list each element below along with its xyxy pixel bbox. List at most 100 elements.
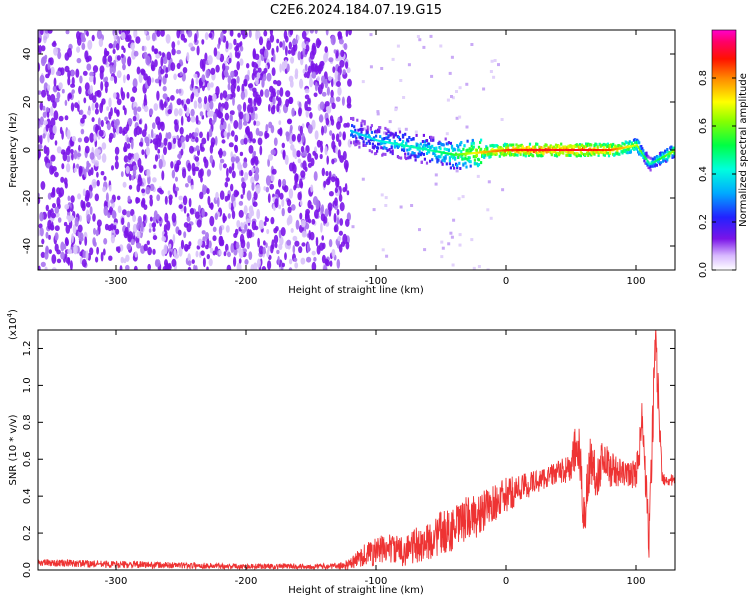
sparse-speckle — [465, 125, 469, 129]
noise-speckle — [83, 136, 90, 144]
noise-speckle — [337, 149, 341, 159]
noise-speckle — [297, 191, 302, 201]
signal-cell — [615, 145, 618, 149]
noise-speckle — [165, 34, 171, 44]
signal-cell — [357, 128, 360, 132]
sparse-speckle — [455, 116, 459, 120]
sparse-speckle — [439, 44, 443, 48]
signal-peak-cell — [434, 150, 437, 153]
noise-speckle — [321, 235, 325, 241]
noise-speckle — [186, 223, 192, 233]
signal-cell — [612, 142, 615, 146]
noise-speckle — [171, 48, 176, 56]
noise-speckle — [223, 130, 228, 138]
noise-speckle — [285, 45, 288, 56]
signal-peak-cell — [451, 153, 454, 156]
noise-speckle — [46, 162, 51, 169]
noise-speckle — [42, 133, 46, 139]
noise-speckle — [299, 212, 303, 220]
spectrum-y-axis-label: Frequency (Hz) — [8, 112, 19, 188]
noise-speckle — [138, 72, 143, 84]
signal-cell — [515, 147, 518, 151]
sparse-speckle — [376, 110, 380, 114]
noise-speckle — [236, 85, 241, 92]
noise-speckle — [253, 120, 257, 126]
noise-speckle — [179, 71, 183, 77]
signal-cell — [390, 146, 393, 150]
y-tick-label: 0.8 — [22, 414, 33, 430]
signal-cell — [403, 149, 406, 152]
noise-speckle — [122, 130, 126, 136]
noise-speckle — [90, 167, 94, 176]
signal-cell — [370, 150, 373, 154]
noise-speckle — [160, 56, 164, 67]
signal-cell — [629, 150, 632, 154]
noise-speckle — [54, 171, 59, 178]
signal-cell — [550, 153, 553, 157]
sparse-speckle — [388, 120, 392, 124]
noise-speckle — [254, 53, 260, 60]
signal-cell — [350, 141, 353, 145]
signal-cell — [432, 138, 435, 142]
noise-speckle — [230, 156, 236, 163]
signal-cell — [440, 152, 443, 156]
noise-speckle — [287, 206, 292, 214]
signal-cell — [360, 130, 363, 134]
spectrum-x-axis-label: Height of straight line (km) — [288, 285, 424, 296]
noise-speckle — [112, 64, 116, 74]
noise-speckle — [338, 139, 342, 147]
signal-cell — [578, 145, 581, 149]
noise-speckle — [86, 160, 90, 166]
noise-speckle — [178, 246, 183, 257]
noise-speckle — [282, 150, 286, 159]
signal-cell — [633, 140, 637, 144]
signal-cell — [397, 156, 400, 160]
noise-speckle — [51, 267, 57, 270]
noise-speckle — [67, 257, 71, 266]
noise-speckle — [331, 78, 334, 88]
noise-speckle — [329, 130, 333, 136]
noise-speckle — [225, 225, 230, 233]
noise-speckle — [320, 81, 324, 90]
noise-speckle — [86, 192, 90, 201]
noise-speckle — [246, 62, 250, 69]
noise-speckle — [162, 85, 167, 92]
noise-speckle — [114, 160, 119, 170]
signal-cell — [606, 151, 610, 155]
signal-cell — [354, 134, 357, 138]
noise-speckle — [208, 32, 213, 39]
noise-speckle — [240, 222, 244, 230]
signal-cell — [368, 149, 371, 153]
signal-cell — [652, 162, 655, 166]
noise-speckle — [86, 214, 91, 223]
signal-cell — [636, 147, 639, 151]
signal-cell — [621, 141, 624, 145]
signal-cell — [640, 145, 643, 148]
sparse-speckle — [429, 34, 433, 38]
noise-speckle — [319, 153, 323, 160]
noise-speckle — [116, 55, 121, 61]
noise-speckle — [231, 210, 236, 220]
noise-speckle — [339, 59, 345, 68]
signal-cell — [457, 145, 460, 149]
sparse-speckle — [440, 255, 444, 259]
noise-speckle — [152, 227, 156, 232]
signal-cell — [445, 162, 448, 166]
noise-speckle — [323, 125, 328, 134]
noise-speckle — [205, 232, 209, 240]
sparse-speckle — [351, 225, 355, 229]
signal-cell — [643, 159, 646, 163]
noise-speckle — [210, 137, 216, 147]
noise-speckle — [73, 149, 78, 160]
noise-speckle — [236, 220, 241, 228]
noise-speckle — [202, 257, 206, 268]
noise-speckle — [197, 96, 202, 104]
noise-speckle — [144, 136, 150, 144]
signal-cell — [489, 155, 492, 159]
noise-speckle — [126, 91, 130, 99]
signal-cell — [405, 142, 408, 146]
noise-speckle — [279, 63, 282, 73]
noise-speckle — [252, 201, 258, 207]
noise-speckle — [291, 134, 296, 142]
noise-speckle — [156, 90, 160, 101]
